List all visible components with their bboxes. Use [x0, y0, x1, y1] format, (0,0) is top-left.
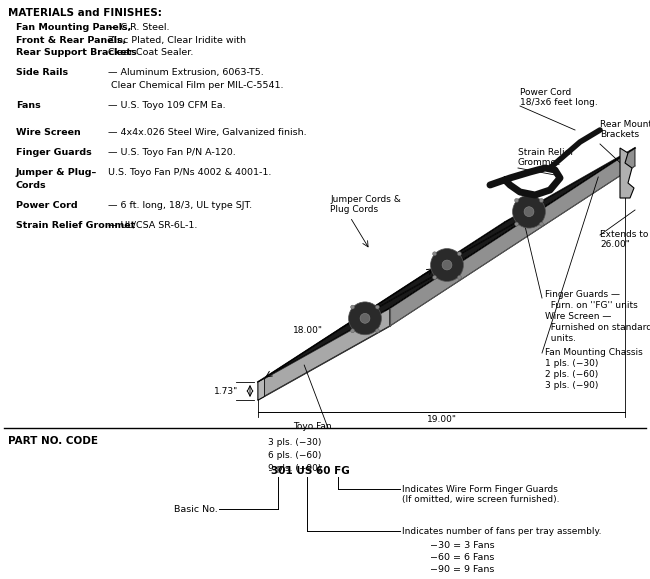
- Text: −60 = 6 Fans: −60 = 6 Fans: [430, 553, 495, 562]
- Text: 6 pls. (−60): 6 pls. (−60): [268, 451, 321, 460]
- Text: Jumper Cords &
Plug Cords: Jumper Cords & Plug Cords: [330, 195, 401, 214]
- Circle shape: [515, 222, 519, 226]
- Text: Basic No.: Basic No.: [174, 505, 218, 514]
- Circle shape: [376, 329, 380, 333]
- Polygon shape: [258, 148, 635, 382]
- Circle shape: [515, 199, 519, 203]
- Text: 1.73": 1.73": [214, 387, 238, 395]
- Text: Wire Screen —: Wire Screen —: [545, 312, 612, 321]
- Text: — Aluminum Extrusion, 6063-T5.: — Aluminum Extrusion, 6063-T5.: [108, 68, 264, 77]
- Text: Side Rails: Side Rails: [16, 68, 68, 77]
- Text: 2 pls. (−60): 2 pls. (−60): [545, 370, 598, 379]
- Circle shape: [360, 313, 370, 323]
- Text: 9 pls. (−90): 9 pls. (−90): [268, 464, 321, 473]
- Text: Cords: Cords: [16, 181, 47, 189]
- Circle shape: [350, 305, 354, 309]
- Text: Wire Screen: Wire Screen: [16, 128, 81, 137]
- Text: MATERIALS and FINISHES:: MATERIALS and FINISHES:: [8, 8, 162, 18]
- Circle shape: [350, 329, 354, 333]
- Polygon shape: [270, 262, 460, 375]
- Circle shape: [348, 302, 382, 335]
- Text: Clear Coat Sealer.: Clear Coat Sealer.: [108, 48, 194, 57]
- Polygon shape: [258, 378, 265, 400]
- Circle shape: [376, 305, 380, 309]
- Text: Finger Guards: Finger Guards: [16, 148, 92, 157]
- Text: 1 pls. (−30): 1 pls. (−30): [545, 359, 599, 368]
- Text: Fan Mounting Chassis: Fan Mounting Chassis: [545, 348, 643, 357]
- Text: Strain Relief
Grommet: Strain Relief Grommet: [518, 148, 573, 167]
- Circle shape: [433, 252, 437, 256]
- Polygon shape: [258, 219, 510, 382]
- Circle shape: [540, 199, 543, 203]
- Circle shape: [458, 252, 461, 256]
- Circle shape: [430, 248, 463, 281]
- Text: Jumper & Plug–: Jumper & Plug–: [16, 168, 98, 177]
- Text: units.: units.: [545, 334, 576, 343]
- Polygon shape: [258, 308, 390, 400]
- Text: — C.R. Steel.: — C.R. Steel.: [108, 23, 170, 32]
- Text: Fan Mounting Panels,: Fan Mounting Panels,: [16, 23, 131, 32]
- Text: Zinc Plated, Clear Iridite with: Zinc Plated, Clear Iridite with: [108, 35, 246, 45]
- Text: 3 pls. (−90): 3 pls. (−90): [545, 381, 599, 390]
- Polygon shape: [620, 148, 634, 198]
- Text: PART NO. CODE: PART NO. CODE: [8, 436, 98, 446]
- Text: — 4x4x.026 Steel Wire, Galvanized finish.: — 4x4x.026 Steel Wire, Galvanized finish…: [108, 128, 307, 137]
- Text: Power Cord: Power Cord: [16, 200, 77, 210]
- Circle shape: [458, 276, 461, 280]
- Circle shape: [524, 207, 534, 217]
- Polygon shape: [352, 208, 542, 322]
- Circle shape: [442, 260, 452, 270]
- Polygon shape: [390, 148, 635, 326]
- Text: 18.00": 18.00": [292, 326, 323, 335]
- Text: −90 = 9 Fans: −90 = 9 Fans: [430, 565, 495, 574]
- Text: Furn. on ''FG'' units: Furn. on ''FG'' units: [545, 301, 638, 310]
- Text: Fans: Fans: [16, 101, 41, 109]
- Text: Finger Guards —: Finger Guards —: [545, 290, 620, 299]
- Text: −30 = 3 Fans: −30 = 3 Fans: [430, 541, 495, 550]
- Text: — 6 ft. long, 18/3, UL type SJT.: — 6 ft. long, 18/3, UL type SJT.: [108, 200, 252, 210]
- Text: — U.S. Toyo Fan P/N A-120.: — U.S. Toyo Fan P/N A-120.: [108, 148, 236, 157]
- Text: Rear Mounting
Brackets: Rear Mounting Brackets: [600, 120, 650, 140]
- Polygon shape: [434, 155, 623, 269]
- Text: Indicates number of fans per tray assembly.: Indicates number of fans per tray assemb…: [402, 527, 601, 536]
- Polygon shape: [385, 148, 635, 311]
- Text: U.S. Toyo Fan P/Ns 4002 & 4001-1.: U.S. Toyo Fan P/Ns 4002 & 4001-1.: [108, 168, 272, 177]
- Text: 301 US 60 FG: 301 US 60 FG: [270, 466, 350, 476]
- Circle shape: [513, 195, 545, 228]
- Text: Indicates Wire Form Finger Guards
(If omitted, wire screen furnished).: Indicates Wire Form Finger Guards (If om…: [402, 485, 560, 504]
- Text: Clear Chemical Film per MIL-C-5541.: Clear Chemical Film per MIL-C-5541.: [111, 80, 283, 90]
- Text: Extends to
26.00": Extends to 26.00": [600, 230, 649, 250]
- Text: Power Cord
18/3x6 feet long.: Power Cord 18/3x6 feet long.: [520, 88, 598, 107]
- Text: — UL/CSA SR-6L-1.: — UL/CSA SR-6L-1.: [108, 221, 198, 229]
- Text: — U.S. Toyo 109 CFM Ea.: — U.S. Toyo 109 CFM Ea.: [108, 101, 226, 109]
- Text: 19.00": 19.00": [426, 415, 456, 424]
- Circle shape: [433, 276, 437, 280]
- Text: Strain Relief Grommet: Strain Relief Grommet: [16, 221, 135, 229]
- Text: Rear Support Brackets: Rear Support Brackets: [16, 48, 136, 57]
- Text: Toyo Fan: Toyo Fan: [293, 422, 332, 431]
- Text: Front & Rear Panels,: Front & Rear Panels,: [16, 35, 126, 45]
- Text: 3 pls. (−30): 3 pls. (−30): [268, 438, 321, 447]
- Circle shape: [540, 222, 543, 226]
- Text: Furnished on standard: Furnished on standard: [545, 323, 650, 332]
